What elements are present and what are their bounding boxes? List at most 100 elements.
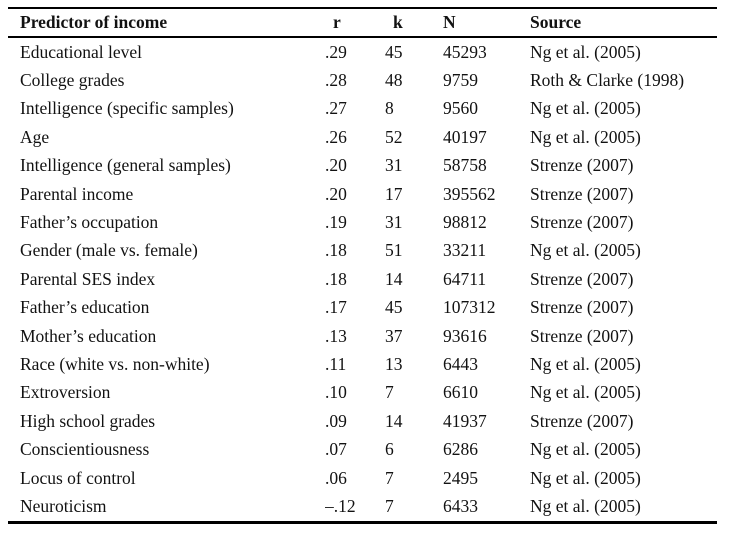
table-cell-k: 8	[385, 98, 394, 119]
table-cell-source: Ng et al. (2005)	[530, 353, 641, 374]
table-cell-r: .27	[325, 98, 347, 119]
table-header-row: Predictor of income r k N Source	[8, 8, 717, 38]
table-row: Neuroticism –.12 7 6433 Ng et al. (2005)	[8, 492, 717, 522]
table-cell-r: .19	[325, 212, 347, 233]
table-cell-k: 52	[385, 126, 403, 147]
table-cell-source: Ng et al. (2005)	[530, 495, 641, 516]
table-cell-predictor: Extroversion	[20, 382, 111, 403]
table-cell-r: .11	[325, 353, 347, 374]
table-cell-k: 45	[385, 297, 403, 318]
table-cell-n: 45293	[443, 41, 487, 62]
column-header-predictor: Predictor of income	[8, 8, 325, 38]
table-cell-predictor: Educational level	[20, 41, 142, 62]
table-row: Conscientiousness .07 6 6286 Ng et al. (2005…	[8, 435, 717, 463]
table-cell-source: Ng et al. (2005)	[530, 240, 641, 261]
table-cell-r: .20	[325, 155, 347, 176]
table-cell-r: .10	[325, 382, 347, 403]
table-cell-n: 64711	[443, 268, 487, 289]
table-cell-r: .13	[325, 325, 347, 346]
table-cell-k: 31	[385, 155, 403, 176]
table-cell-source: Roth & Clarke (1998)	[530, 70, 685, 91]
table-row: College grades .28 48 9759 Roth & Clarke (19…	[8, 66, 717, 94]
table-cell-r: .26	[325, 126, 347, 147]
table-cell-n: 107312	[443, 297, 496, 318]
table-row: Locus of control .06 7 2495 Ng et al. (2005)	[8, 464, 717, 492]
table-cell-r: .06	[325, 467, 347, 488]
table-cell-k: 31	[385, 212, 403, 233]
table-cell-k: 51	[385, 240, 403, 261]
table-cell-source: Ng et al. (2005)	[530, 98, 641, 119]
table-cell-r: .20	[325, 183, 347, 204]
table-cell-source: Strenze (2007)	[530, 268, 634, 289]
table-cell-n: 33211	[443, 240, 487, 261]
table-cell-source: Strenze (2007)	[530, 212, 634, 233]
table-cell-k: 6	[385, 439, 394, 460]
table-cell-predictor: Gender (male vs. female)	[20, 240, 198, 261]
table-row: Parental income .20 17 395562 Strenze (2007)	[8, 180, 717, 208]
table-cell-n: 9759	[443, 70, 478, 91]
table-row: Gender (male vs. female) .18 51 33211 Ng et …	[8, 237, 717, 265]
table-cell-predictor: Intelligence (general samples)	[20, 155, 231, 176]
table-cell-n: 41937	[443, 410, 487, 431]
table-cell-predictor: Parental income	[20, 183, 134, 204]
table-cell-n: 58758	[443, 155, 487, 176]
table-cell-r: .18	[325, 240, 347, 261]
table-row: High school grades .09 14 41937 Strenze (200…	[8, 407, 717, 435]
table-cell-k: 14	[385, 268, 403, 289]
table-cell-n: 98812	[443, 212, 487, 233]
table-cell-n: 395562	[443, 183, 496, 204]
column-header-r: r	[325, 8, 385, 38]
table-row: Mother’s education .13 37 93616 Strenze (200…	[8, 322, 717, 350]
table-cell-predictor: Father’s occupation	[20, 212, 159, 233]
table-cell-source: Strenze (2007)	[530, 155, 634, 176]
table-cell-predictor: Intelligence (specific samples)	[20, 98, 234, 119]
table-cell-source: Ng et al. (2005)	[530, 382, 641, 403]
table-cell-source: Strenze (2007)	[530, 325, 634, 346]
table-cell-n: 93616	[443, 325, 487, 346]
table-cell-predictor: Father’s education	[20, 297, 150, 318]
table-body: Educational level .29 45 45293 Ng et al. (20…	[8, 37, 717, 522]
table-cell-k: 7	[385, 382, 394, 403]
table-cell-n: 6443	[443, 353, 478, 374]
table-cell-r: .07	[325, 439, 347, 460]
table-cell-predictor: Locus of control	[20, 467, 136, 488]
table-cell-k: 17	[385, 183, 403, 204]
table-cell-k: 13	[385, 353, 403, 374]
table-cell-source: Strenze (2007)	[530, 410, 634, 431]
table-row: Parental SES index .18 14 64711 Strenze (200…	[8, 265, 717, 293]
table-row: Father’s education .17 45 107312 Strenze (20…	[8, 294, 717, 322]
table-cell-predictor: Race (white vs. non-white)	[20, 353, 210, 374]
table-cell-source: Ng et al. (2005)	[530, 126, 641, 147]
table-cell-k: 7	[385, 467, 394, 488]
table-cell-predictor: Age	[20, 126, 50, 147]
table-cell-k: 48	[385, 70, 403, 91]
table-cell-predictor: High school grades	[20, 410, 156, 431]
table-cell-source: Strenze (2007)	[530, 183, 634, 204]
table-cell-predictor: Mother’s education	[20, 325, 157, 346]
table-cell-source: Ng et al. (2005)	[530, 467, 641, 488]
table-cell-k: 14	[385, 410, 403, 431]
table-row: Intelligence (general samples) .20 31 58758…	[8, 152, 717, 180]
table-cell-predictor: Parental SES index	[20, 268, 156, 289]
table-cell-n: 6286	[443, 439, 478, 460]
table-cell-n: 2495	[443, 467, 478, 488]
table-cell-r: .09	[325, 410, 347, 431]
table-cell-source: Ng et al. (2005)	[530, 41, 641, 62]
column-header-n: N	[443, 8, 530, 38]
table-cell-source: Strenze (2007)	[530, 297, 634, 318]
table-cell-k: 45	[385, 41, 403, 62]
table-row: Extroversion .10 7 6610 Ng et al. (2005)	[8, 379, 717, 407]
table-cell-predictor: Neuroticism	[20, 495, 107, 516]
column-header-source: Source	[530, 8, 717, 38]
table-cell-predictor: Conscientiousness	[20, 439, 150, 460]
table-row: Age .26 52 40197 Ng et al. (2005)	[8, 123, 717, 151]
table-cell-n: 40197	[443, 126, 487, 147]
table-cell-k: 7	[385, 495, 394, 516]
table-cell-k: 37	[385, 325, 403, 346]
table-cell-r: .29	[325, 41, 347, 62]
table-cell-n: 6610	[443, 382, 478, 403]
column-header-k: k	[385, 8, 443, 38]
table-cell-n: 9560	[443, 98, 478, 119]
table-cell-r: .18	[325, 268, 347, 289]
